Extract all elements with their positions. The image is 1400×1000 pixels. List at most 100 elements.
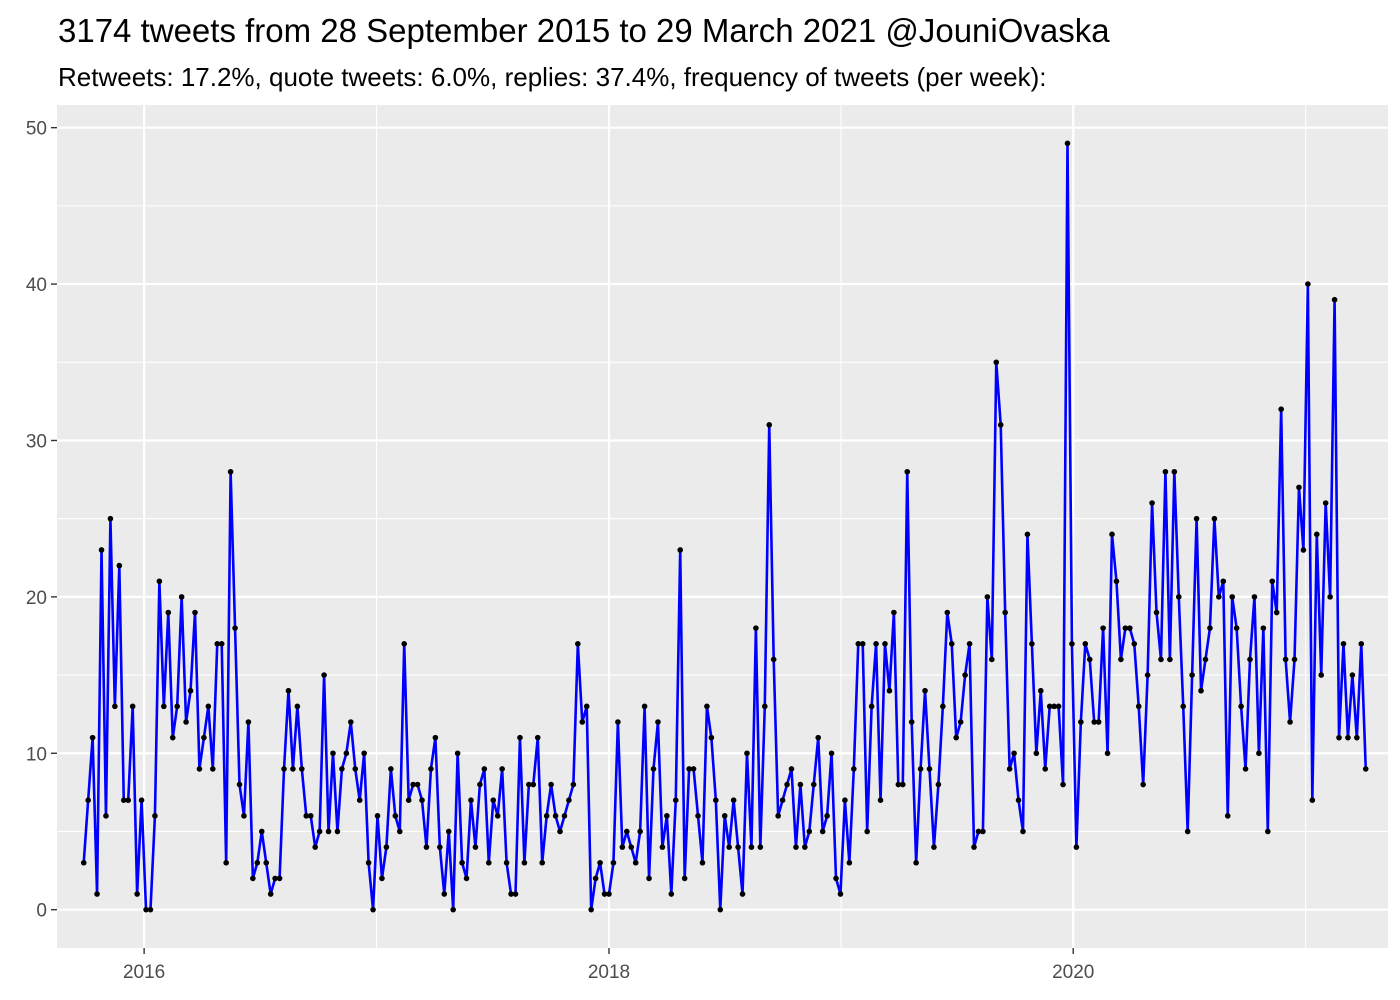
data-point	[1078, 719, 1084, 725]
data-point	[116, 562, 123, 569]
data-point	[486, 859, 492, 866]
x-tick-label: 2020	[1052, 962, 1094, 983]
data-point	[1362, 766, 1369, 772]
data-point	[156, 578, 163, 585]
data-point	[797, 781, 804, 788]
data-point	[112, 703, 118, 710]
chart-title: 3174 tweets from 28 September 2015 to 29…	[58, 12, 1110, 49]
data-point	[935, 781, 942, 788]
data-point	[1216, 594, 1222, 600]
data-point	[490, 797, 497, 803]
data-point	[989, 656, 995, 663]
data-point	[788, 766, 795, 772]
data-point	[1269, 578, 1276, 585]
data-point	[632, 859, 639, 866]
data-point	[1122, 625, 1129, 631]
data-point	[441, 891, 448, 897]
data-point	[730, 797, 737, 803]
data-point	[396, 828, 403, 835]
data-point	[508, 891, 514, 897]
data-point	[325, 828, 332, 835]
data-point	[931, 844, 937, 850]
data-point	[739, 891, 746, 897]
data-point	[1309, 797, 1316, 803]
data-point	[1055, 703, 1062, 710]
data-point	[1069, 641, 1075, 647]
data-point	[334, 828, 341, 835]
data-point	[1127, 625, 1133, 631]
data-point	[966, 641, 973, 647]
data-point	[512, 891, 519, 897]
data-point	[1006, 766, 1013, 772]
data-point	[744, 750, 750, 757]
data-point	[891, 609, 897, 616]
data-point	[1033, 750, 1040, 757]
data-point	[1149, 500, 1155, 506]
data-point	[1113, 578, 1120, 585]
data-point	[125, 797, 132, 803]
data-point	[183, 719, 189, 725]
data-point	[1162, 468, 1169, 475]
data-point	[365, 859, 372, 866]
data-point	[437, 844, 443, 850]
data-point	[129, 703, 136, 710]
data-point	[1104, 750, 1111, 757]
data-point	[784, 781, 790, 788]
data-point	[1015, 797, 1022, 803]
data-point	[1296, 484, 1302, 491]
data-point	[339, 766, 345, 772]
data-point	[1140, 781, 1146, 788]
data-point	[472, 844, 479, 850]
data-point	[1051, 703, 1057, 710]
data-point	[1238, 703, 1244, 710]
data-point	[120, 797, 127, 803]
data-point	[276, 875, 283, 882]
data-point	[103, 813, 109, 819]
data-point	[1340, 641, 1347, 647]
data-point	[299, 766, 305, 772]
data-point	[1024, 531, 1031, 538]
data-point	[1100, 625, 1106, 631]
data-point	[477, 781, 483, 788]
data-point	[597, 859, 603, 866]
data-point	[370, 906, 376, 913]
data-point	[1247, 656, 1253, 663]
data-point	[223, 859, 229, 866]
data-point	[1336, 734, 1342, 741]
data-point	[819, 828, 826, 835]
data-point	[1198, 687, 1204, 694]
data-point	[543, 813, 550, 819]
data-point	[570, 781, 577, 788]
data-point	[882, 641, 888, 647]
data-point	[1291, 656, 1298, 663]
data-point	[423, 844, 430, 850]
data-point	[957, 719, 964, 725]
data-point	[98, 547, 105, 553]
y-tick-label: 50	[26, 119, 47, 140]
data-point	[419, 797, 425, 803]
y-tick-label: 20	[26, 588, 47, 609]
data-point	[174, 703, 180, 710]
data-point	[267, 891, 274, 897]
data-point	[178, 594, 185, 600]
data-point	[899, 781, 906, 788]
data-point	[1318, 672, 1325, 678]
data-point	[521, 859, 528, 866]
data-point	[201, 734, 207, 741]
data-point	[1046, 703, 1053, 710]
data-point	[343, 750, 350, 757]
data-point	[392, 813, 399, 819]
data-point	[1313, 531, 1320, 538]
data-point	[802, 844, 808, 850]
data-point	[708, 734, 715, 741]
data-point	[761, 703, 768, 710]
y-tick-label: 40	[26, 275, 47, 296]
data-point	[779, 797, 786, 803]
data-point	[245, 719, 252, 725]
data-point	[348, 719, 354, 725]
data-point	[445, 828, 452, 835]
data-point	[214, 641, 221, 647]
data-point	[713, 797, 719, 803]
data-point	[548, 781, 554, 788]
